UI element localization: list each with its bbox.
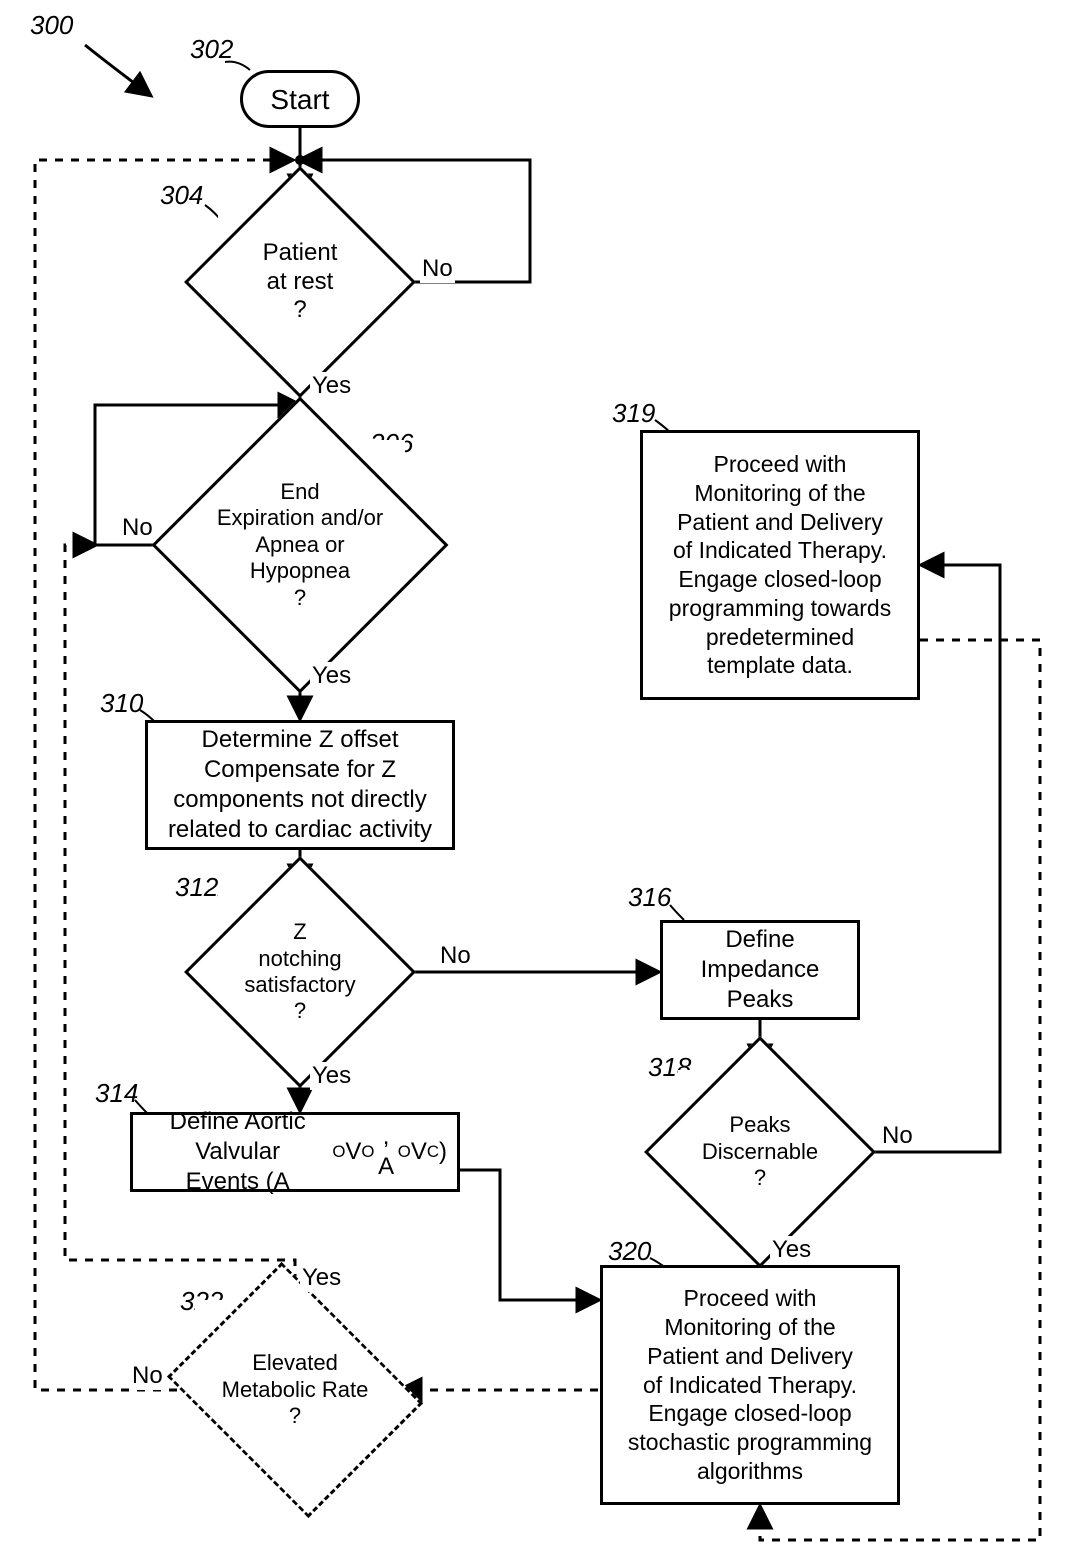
node-rest-text: Patientat rest? — [263, 239, 338, 325]
label-znotch-yes: Yes — [310, 1062, 353, 1090]
label-peaksd-yes: Yes — [770, 1236, 813, 1264]
node-proc320: Proceed withMonitoring of thePatient and… — [600, 1265, 900, 1505]
label-rest-no: No — [420, 255, 455, 283]
label-metab-no: No — [130, 1362, 165, 1390]
node-proc319: Proceed withMonitoring of thePatient and… — [640, 430, 920, 700]
label-endexp-yes: Yes — [310, 662, 353, 690]
label-rest-yes: Yes — [310, 372, 353, 400]
ref-304: 304 — [160, 180, 203, 211]
node-endexp-text: EndExpiration and/orApnea orHypopnea? — [217, 479, 383, 611]
node-znotch-text: Znotchingsatisfactory? — [244, 919, 355, 1025]
ref-319: 319 — [612, 398, 655, 429]
ref-316: 316 — [628, 882, 671, 913]
node-zoffset: Determine Z offsetCompensate for Zcompon… — [145, 720, 455, 850]
node-start: Start — [240, 70, 360, 128]
ref-320: 320 — [608, 1236, 651, 1267]
node-peaksd-text: PeaksDiscernable? — [702, 1112, 818, 1191]
node-endexp: EndExpiration and/orApnea orHypopnea? — [195, 440, 405, 650]
label-metab-yes: Yes — [300, 1264, 343, 1292]
node-metab: ElevatedMetabolic Rate? — [195, 1300, 395, 1480]
node-rest: Patientat rest? — [218, 200, 382, 364]
node-metab-text: ElevatedMetabolic Rate? — [222, 1350, 369, 1429]
ref-main: 300 — [30, 10, 73, 41]
node-defpeaks: DefineImpedancePeaks — [660, 920, 860, 1020]
node-znotch: Znotchingsatisfactory? — [218, 890, 382, 1054]
node-aortic: Define Aortic ValvularEvents (AOVO, AOVC… — [130, 1112, 460, 1192]
ref-302: 302 — [190, 34, 233, 65]
label-endexp-no: No — [120, 514, 155, 542]
ref-310: 310 — [100, 688, 143, 719]
label-znotch-no: No — [438, 942, 473, 970]
ref-314: 314 — [95, 1078, 138, 1109]
node-peaksd: PeaksDiscernable? — [678, 1070, 842, 1234]
ref-312: 312 — [175, 872, 218, 903]
label-peaksd-no: No — [880, 1122, 915, 1150]
flowchart-canvas: 300 302 304 306 310 312 314 316 318 319 … — [0, 0, 1070, 1566]
